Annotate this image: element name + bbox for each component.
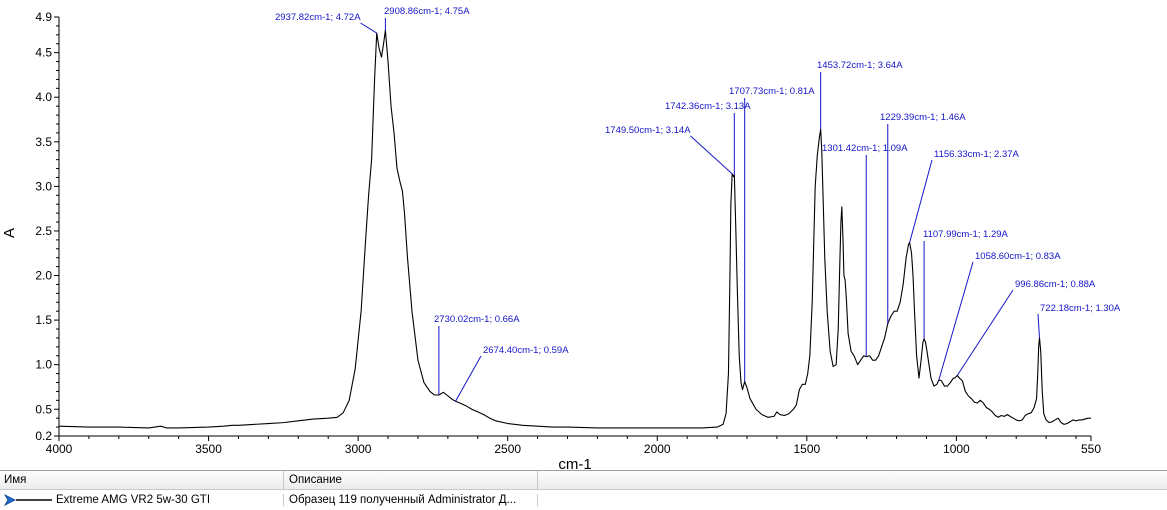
y-tick-label: 0.5	[35, 402, 52, 416]
peak-annotation-label: 1229.39cm-1; 1.46A	[880, 112, 966, 123]
legend-table-header: Имя Описание	[0, 471, 1167, 490]
spectrum-line	[58, 29, 1091, 429]
x-tick-label: 2000	[644, 442, 671, 456]
plot-axes	[58, 17, 1091, 437]
spectrum-description: Образец 119 полученный Administrator Д..…	[289, 494, 517, 506]
y-tick-label: 3.5	[35, 135, 52, 149]
y-tick-label: 4.0	[35, 90, 52, 104]
peak-annotation-leader	[455, 355, 482, 402]
peak-annotation-label: 2937.82cm-1; 4.72A	[275, 12, 361, 23]
x-tick-label: 3500	[195, 442, 222, 456]
peak-annotation-leader	[690, 135, 733, 175]
peak-annotation-label: 1742.36cm-1; 3.13A	[665, 101, 751, 112]
y-axis-ticks: 0.2 0.5 1.0 1.5 2.0 2.5 3.0 3.5 4.0 4.5 4.9	[35, 10, 59, 443]
y-tick-label: 0.2	[35, 429, 52, 443]
column-header-name[interactable]: Имя	[0, 471, 284, 489]
peak-annotation-label: 1301.42cm-1; 1.09A	[822, 143, 908, 154]
x-tick-label: 1000	[943, 442, 970, 456]
peak-annotation-leader	[938, 261, 974, 380]
column-header-filler	[538, 471, 1167, 489]
peak-annotation-label: 2674.40cm-1; 0.59A	[483, 345, 569, 356]
legend-table-row[interactable]: Extreme AMG VR2 5w-30 GTI Образец 119 по…	[0, 490, 1167, 510]
peak-annotation-label: 996.86cm-1; 0.88A	[1015, 279, 1096, 290]
peak-annotation-label: 722.18cm-1; 1.30A	[1040, 303, 1121, 314]
column-header-name-label: Имя	[4, 474, 27, 486]
x-axis-title: cm-1	[558, 456, 591, 470]
column-header-description[interactable]: Описание	[284, 471, 538, 489]
series-line-marker	[3, 494, 52, 506]
peak-annotation-label: 1749.50cm-1; 3.14A	[605, 125, 691, 136]
x-tick-label: 4000	[46, 442, 73, 456]
peak-annotation-label: 1156.33cm-1; 2.37A	[934, 149, 1020, 160]
x-axis-ticks: 4000 3500 3000 2500 2000 1500 1000 550	[46, 436, 1101, 456]
peak-annotation-label: 1107.99cm-1; 1.29A	[923, 229, 1009, 240]
x-tick-label: 550	[1081, 442, 1101, 456]
annotation-layer: 2937.82cm-1; 4.72A 2908.86cm-1; 4.75A 2730…	[275, 6, 1121, 402]
spectrum-description-cell[interactable]: Образец 119 полученный Administrator Д..…	[284, 494, 538, 506]
series-layer	[58, 29, 1091, 429]
spectrum-name-cell[interactable]: Extreme AMG VR2 5w-30 GTI	[0, 494, 284, 506]
x-tick-label: 1500	[793, 442, 820, 456]
y-tick-label: 1.0	[35, 358, 52, 372]
x-tick-label: 3000	[345, 442, 372, 456]
y-axis-title: A	[1, 228, 18, 238]
spectrum-plot[interactable]: 4000 3500 3000 2500 2000 1500 1000 550 0.2 0.5 1.…	[0, 0, 1167, 470]
peak-annotation-leader	[360, 22, 377, 34]
y-tick-label: 1.5	[35, 313, 52, 327]
peak-annotation-leader	[956, 289, 1014, 376]
peak-annotation-label: 2730.02cm-1; 0.66A	[434, 314, 520, 325]
peak-annotation-label: 2908.86cm-1; 4.75A	[384, 6, 470, 17]
peak-annotation-label: 1453.72cm-1; 3.64A	[817, 60, 903, 71]
y-tick-label: 2.5	[35, 224, 52, 238]
y-tick-label: 2.0	[35, 269, 52, 283]
y-tick-label: 3.0	[35, 179, 52, 193]
arrow-right-icon	[3, 494, 16, 506]
spectrum-name: Extreme AMG VR2 5w-30 GTI	[56, 494, 211, 506]
peak-annotation-label: 1707.73cm-1; 0.81A	[729, 86, 815, 97]
y-tick-label: 4.5	[35, 46, 52, 60]
x-tick-label: 2500	[494, 442, 521, 456]
peak-annotation-leader	[1037, 313, 1040, 338]
column-header-description-label: Описание	[289, 474, 342, 486]
y-tick-label: 4.9	[35, 10, 52, 24]
spectra-legend-table: Имя Описание Extreme AMG VR2 5w-30 GTI О…	[0, 470, 1167, 510]
peak-annotation-leader	[909, 159, 933, 243]
peak-annotation-label: 1058.60cm-1; 0.83A	[975, 251, 1061, 262]
